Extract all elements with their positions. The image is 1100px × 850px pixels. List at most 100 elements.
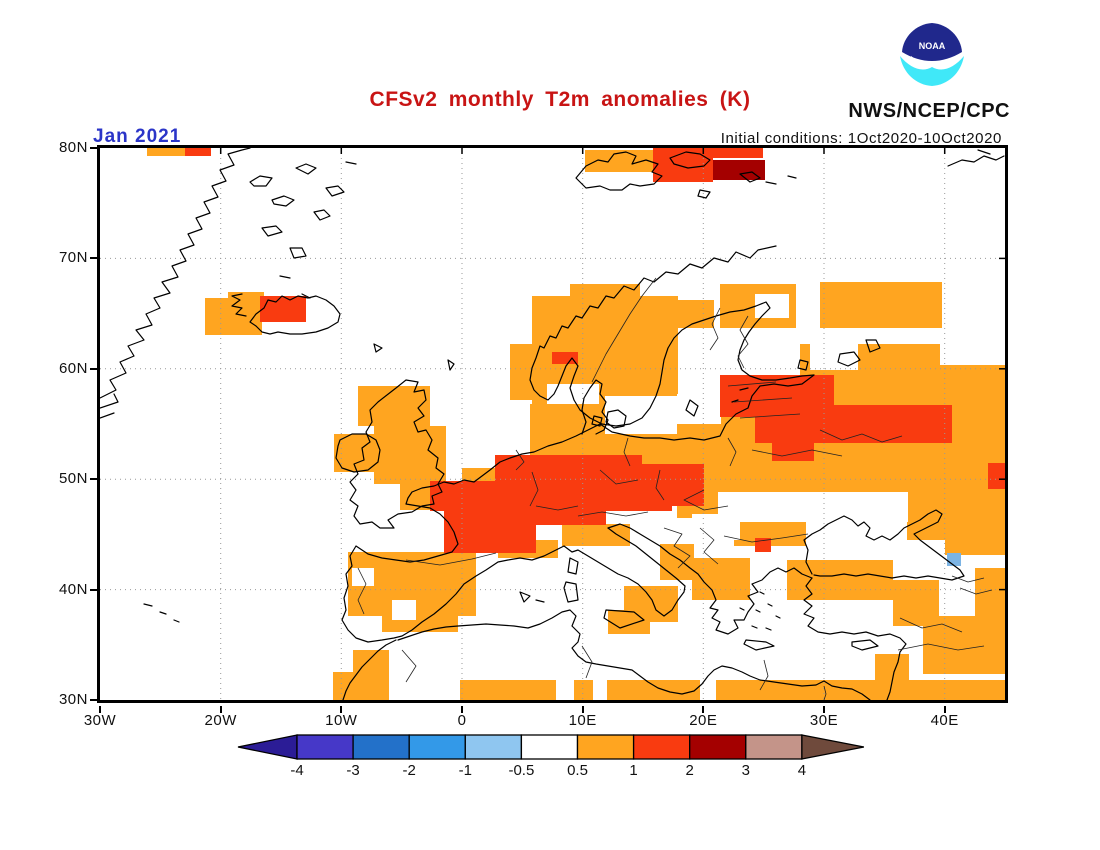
coastline-greenland-fjords [100,393,119,419]
coastline-west-europe [341,423,601,643]
map-frame [97,145,1008,703]
coastline-ireland [335,433,381,473]
anomaly-cell [923,616,1005,674]
anomaly-cell [547,384,599,404]
lat-label: 60N [58,359,88,377]
anomaly-cell [593,680,607,700]
anomaly-cell [677,394,721,424]
initial-conditions-label: Initial conditions: 1Oct2020-10Oct2020 [720,130,1002,147]
colorbar-segment [576,734,635,760]
lat-tick [90,588,97,591]
anomaly-cell [810,344,858,370]
anomaly-cells [147,148,1005,700]
colorbar-tick-label: 3 [742,762,750,779]
anomaly-cell [352,568,374,586]
anomaly-cell [988,463,1005,489]
lon-label: 0 [457,712,467,729]
lon-tick [219,706,222,713]
anomaly-cell [228,292,264,304]
lon-label: 10W [325,712,358,729]
lat-tick [90,257,97,260]
lon-tick [461,706,463,713]
anomaly-cell [608,610,650,634]
anomaly-cell [552,352,578,364]
anomaly-cell [460,680,1005,700]
colorbar-segment [352,734,410,760]
coastline-turkey-levant [803,577,907,700]
anomaly-cell [495,455,642,483]
lon-label: 40E [930,712,959,729]
anomaly-cell [787,560,893,600]
coastline-arctic-islands [249,161,357,299]
lon-label: 10E [568,712,597,729]
lon-tick [340,706,343,713]
coastline-adriatic-greece [607,523,813,635]
anomaly-cell [692,514,740,540]
coastline-baltic-east [599,374,815,441]
anomaly-cell [444,525,536,553]
coastline-arctic-ne [947,149,1005,167]
noaa-logo-icon: NOAA [900,23,964,86]
lon-tick [943,706,946,713]
anomaly-cell [947,553,961,566]
lat-label: 40N [58,580,88,598]
anomaly-cell [562,524,630,546]
colorbar-tick-label: -0.5 [508,762,534,779]
lat-label: 80N [58,139,88,156]
anomaly-cell [260,296,306,322]
colorbar-tick-label: -3 [346,762,359,779]
lon-label: 30E [809,712,839,729]
lat-tick [90,478,97,481]
anomaly-cell [430,481,672,511]
anomaly-cell [692,558,750,600]
colorbar-segment [689,734,747,760]
anomaly-cell [700,680,716,700]
colorbar-segment [632,734,691,760]
page-title: CFSv2 monthly T2m anomalies (K) [369,88,751,111]
noaa-logo-label: NOAA [919,41,946,51]
anomaly-cell [510,344,550,400]
colorbar-arrow-right [801,734,865,760]
colorbar-tick-label: -4 [290,762,303,779]
anomaly-cell [147,148,185,156]
coastline-svalbard [575,151,797,199]
lon-label: 20W [204,712,237,729]
country-borders [357,277,993,700]
colorbar-segment [745,734,803,760]
lat-label: 30N [58,691,88,708]
coastline-greenland [100,148,251,399]
colorbar-tick-label: 2 [686,762,694,779]
lon-tick [581,706,584,713]
anomaly-cell [444,509,606,525]
anomaly-cell [556,680,574,700]
colorbar-tick-label: 1 [629,762,637,779]
anomaly-cell [585,150,655,172]
coastline-aegean-dots [739,591,781,631]
coastline-med-islands [519,387,879,651]
colorbar-tick-label: -1 [459,762,472,779]
colorbar-segment [520,734,579,760]
anomaly-cell [713,148,763,158]
lat-label: 50N [58,470,88,488]
anomaly-cell [718,492,908,522]
colorbar-segment [408,734,466,760]
europe-anomaly-map [100,148,1005,700]
lon-tick [99,706,101,713]
anomaly-cell [666,300,714,328]
org-label: NWS/NCEP/CPC [848,100,1010,122]
colorbar-arrow-left [237,734,298,760]
lon-tick [702,706,705,713]
anomaly-cell [392,600,416,620]
coastline-north-africa [342,609,871,700]
date-label: Jan 2021 [93,126,182,147]
noaa-logo: NOAA [895,18,969,97]
lat-tick [90,367,97,370]
lon-label: 20E [689,712,718,729]
coastline-italy [563,527,686,617]
anomaly-cell [755,538,771,552]
anomaly-cell [185,148,211,156]
colorbar-tick-label: 4 [798,762,806,779]
coastlines [100,148,1005,700]
anomaly-cell [800,405,952,443]
